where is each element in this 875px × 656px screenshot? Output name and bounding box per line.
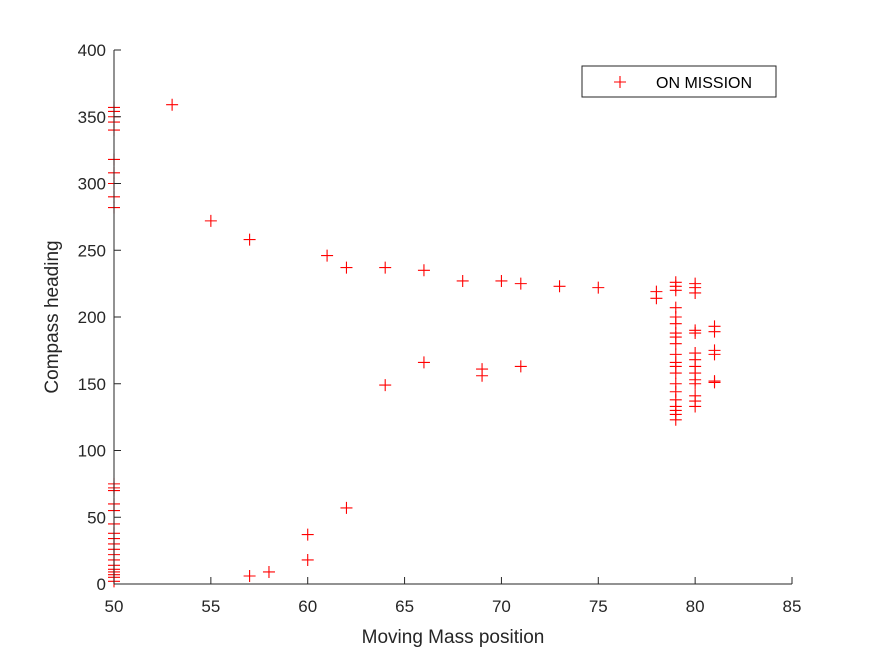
data-point: [514, 277, 527, 290]
x-tick-label: 75: [589, 597, 608, 616]
data-point: [669, 276, 682, 289]
data-point: [708, 375, 721, 388]
data-point: [301, 553, 314, 566]
y-tick-label: 300: [78, 175, 106, 194]
data-point: [417, 356, 430, 369]
data-point: [262, 565, 275, 578]
y-tick-label: 0: [97, 575, 106, 594]
x-axis-label: Moving Mass position: [362, 627, 545, 648]
data-point: [495, 274, 508, 287]
x-tick-label: 65: [395, 597, 414, 616]
data-point: [204, 214, 217, 227]
x-tick-label: 60: [298, 597, 317, 616]
y-tick-label: 150: [78, 375, 106, 394]
y-tick-label: 100: [78, 442, 106, 461]
data-point: [379, 379, 392, 392]
y-tick-label: 400: [78, 41, 106, 60]
legend-marker-plus: [614, 76, 626, 88]
data-point: [689, 277, 702, 290]
data-point: [669, 348, 682, 361]
data-point: [514, 360, 527, 373]
x-tick-label: 85: [783, 597, 802, 616]
x-tick-label: 50: [105, 597, 124, 616]
data-point: [301, 528, 314, 541]
data-point: [669, 377, 682, 390]
data-point: [689, 324, 702, 337]
y-tick-label: 200: [78, 308, 106, 327]
y-axis-label: Compass heading: [42, 240, 63, 393]
y-tick-label: 350: [78, 108, 106, 127]
data-point: [689, 389, 702, 402]
data-point: [166, 98, 179, 111]
data-point: [689, 347, 702, 360]
y-tick-label: 50: [87, 508, 106, 527]
data-point: [340, 501, 353, 514]
data-point: [669, 301, 682, 314]
data-point: [553, 280, 566, 293]
data-point: [650, 292, 663, 305]
data-point: [476, 369, 489, 382]
data-point: [321, 249, 334, 262]
ticks: 50 55 60 65 70 75 80 85 0 50 100 150 200 250 300 350 400: [78, 41, 802, 616]
data-point: [708, 344, 721, 357]
legend-marker: [614, 76, 626, 88]
data-point: [417, 264, 430, 277]
y-tick-label: 250: [78, 241, 106, 260]
data-point: [592, 281, 605, 294]
x-tick-label: 80: [686, 597, 705, 616]
data-point: [456, 274, 469, 287]
data-point: [243, 233, 256, 246]
data-point: [708, 320, 721, 333]
x-tick-label: 70: [492, 597, 511, 616]
data-point: [340, 261, 353, 274]
data-point: [243, 569, 256, 582]
x-tick-label: 55: [201, 597, 220, 616]
legend: ON MISSION: [581, 65, 777, 98]
legend-entry-label: ON MISSION: [656, 75, 752, 92]
data-point: [379, 261, 392, 274]
